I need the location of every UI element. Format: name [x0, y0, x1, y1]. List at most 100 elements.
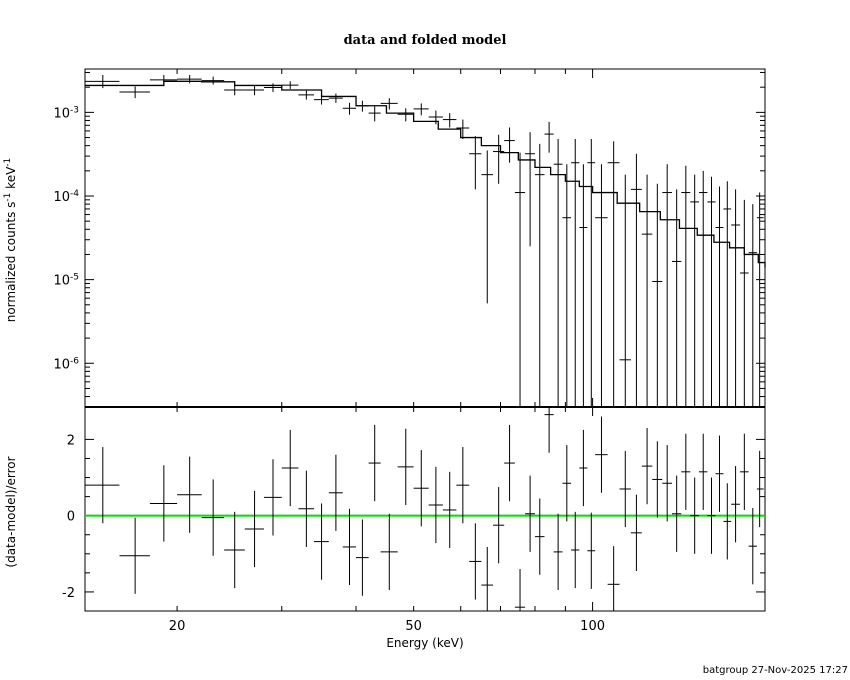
- residual-point: [149, 465, 178, 542]
- data-point: [715, 186, 724, 407]
- x-tick-label: 100: [580, 619, 605, 634]
- bottom-y-axis-label: (data-model)/error: [4, 456, 18, 567]
- residual-point: [534, 498, 545, 575]
- residual-point: [263, 459, 282, 536]
- y-tick-exponent: -6: [70, 356, 79, 366]
- residual-point: [328, 454, 343, 531]
- y-label-exponent-1: -1: [3, 193, 13, 202]
- y-label-exponent-2: -1: [3, 158, 13, 167]
- residual-point: [707, 477, 716, 554]
- residual-point: [671, 475, 682, 552]
- data-point: [481, 150, 494, 304]
- bottom-y-tick-label: 0: [67, 510, 75, 525]
- data-point: [553, 139, 563, 407]
- data-point: [413, 103, 429, 116]
- data-point: [263, 83, 282, 93]
- data-point: [469, 136, 482, 190]
- residual-point: [342, 508, 357, 586]
- residual-point: [748, 508, 757, 585]
- data-point: [224, 85, 245, 96]
- x-tick-label: 20: [169, 619, 186, 634]
- residual-point: [314, 503, 329, 580]
- data-point: [723, 181, 732, 407]
- data-point: [380, 98, 398, 110]
- residual-point: [397, 428, 414, 505]
- data-point: [698, 170, 708, 407]
- residual-point: [553, 513, 563, 591]
- data-point: [641, 174, 653, 407]
- residual-point: [481, 546, 494, 611]
- residual-point: [177, 456, 202, 533]
- top-y-tick-label: 10-4: [53, 189, 79, 205]
- residual-point: [681, 433, 691, 510]
- data-point: [748, 204, 757, 407]
- data-point: [756, 192, 764, 407]
- y-tick-exponent: -5: [70, 273, 79, 283]
- top-plot-frame: [84, 68, 766, 408]
- data-point: [201, 76, 225, 85]
- data-point: [514, 152, 526, 407]
- residual-point: [525, 475, 535, 552]
- data-point: [562, 164, 572, 407]
- data-point: [177, 74, 202, 84]
- data-point: [504, 127, 515, 163]
- footer-stamp: batgroup 27-Nov-2025 17:27: [703, 665, 848, 676]
- y-tick-base: 10: [53, 106, 70, 121]
- residual-point: [514, 569, 526, 611]
- residual-point: [731, 466, 740, 543]
- y-tick-exponent: -3: [70, 105, 79, 115]
- x-axis-label: Energy (keV): [386, 636, 463, 650]
- data-point: [630, 153, 642, 407]
- residual-point: [504, 424, 515, 502]
- residual-point: [356, 519, 369, 596]
- residual-point: [469, 523, 482, 600]
- residual-point: [298, 470, 315, 547]
- y-tick-base: 10: [53, 190, 70, 205]
- data-point: [652, 183, 663, 407]
- residual-point: [595, 416, 608, 493]
- data-point: [544, 121, 554, 153]
- residual-point: [368, 424, 381, 502]
- data-point: [493, 134, 505, 184]
- data-point: [662, 164, 672, 407]
- residual-point: [652, 441, 663, 518]
- data-point: [707, 176, 716, 407]
- top-y-tick-label: 10-5: [53, 273, 79, 289]
- residual-point: [756, 450, 764, 528]
- x-tick-label: 50: [405, 619, 422, 634]
- residual-point: [715, 435, 724, 512]
- data-point: [281, 81, 299, 90]
- data-point: [328, 93, 343, 103]
- residual-point: [201, 479, 225, 556]
- data-point: [681, 165, 691, 407]
- y-tick-exponent: -4: [70, 189, 79, 199]
- residual-point: [380, 513, 398, 591]
- residual-point: [85, 447, 120, 524]
- data-point: [442, 113, 457, 128]
- bottom-plot-frame: [84, 406, 766, 612]
- data-point: [368, 106, 381, 122]
- data-point: [119, 86, 150, 99]
- data-point: [356, 100, 369, 112]
- top-panel: 10-310-410-510-6: [53, 68, 766, 408]
- bottom-y-tick-label: 2: [67, 433, 75, 448]
- data-point: [85, 74, 120, 89]
- data-point: [397, 108, 414, 122]
- y-label-text-1: normalized counts s: [4, 202, 18, 323]
- data-point: [314, 94, 329, 105]
- y-label-text-2: keV: [4, 166, 18, 193]
- residual-point: [571, 511, 580, 589]
- residual-point: [723, 483, 732, 560]
- data-point: [149, 74, 178, 85]
- residual-point: [562, 445, 572, 522]
- data-point: [428, 110, 443, 125]
- data-point: [579, 164, 588, 407]
- data-point: [671, 189, 682, 407]
- residual-point: [630, 494, 642, 571]
- y-tick-base: 10: [53, 357, 70, 372]
- chart-title: data and folded model: [344, 33, 507, 48]
- top-y-axis-label: normalized counts s-1 keV-1: [3, 158, 18, 323]
- residual-point: [244, 490, 264, 568]
